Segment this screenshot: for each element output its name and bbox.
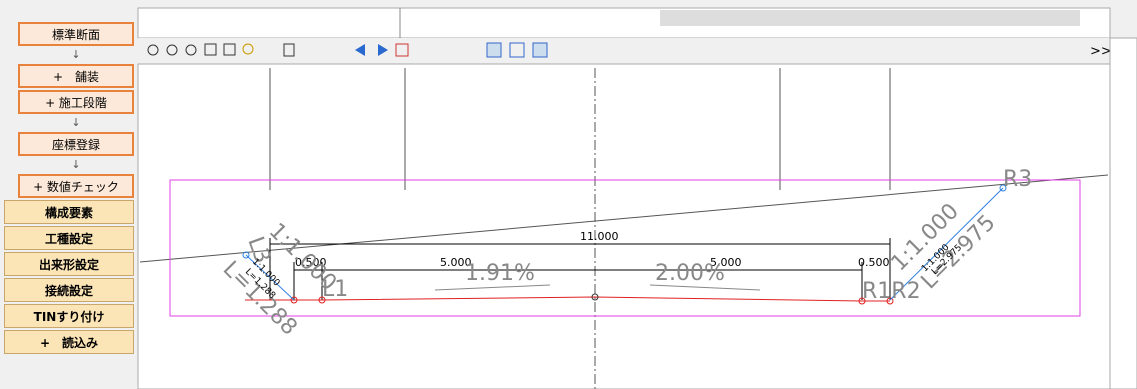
sidebar-button[interactable]: 工種設定	[4, 226, 134, 250]
point-label: R1R2	[862, 279, 921, 304]
dimension-lines	[269, 238, 891, 300]
toolbar-more[interactable]: >>	[1090, 44, 1112, 59]
sidebar-button[interactable]: TINすり付け	[4, 304, 134, 328]
flow-arrow: ↓	[71, 48, 81, 61]
dim-label: 5.000	[440, 256, 472, 269]
section-points	[290, 293, 894, 305]
dim-label: 11.000	[580, 230, 619, 243]
point-label: R3	[1003, 167, 1032, 192]
slope-label: 1.91%	[465, 261, 535, 286]
dim-label: 0.500	[858, 256, 890, 269]
cross-section	[245, 296, 890, 302]
grid-cells	[660, 10, 1080, 26]
sidebar: 標準断面 ↓ + 舗装 + 施工段階 ↓ 座標登録 ↓ + 数値チェック 構成要素 工種設定 出来形…	[0, 20, 138, 356]
canvas	[137, 63, 1111, 389]
right-panel	[1109, 37, 1137, 389]
slope-lines	[242, 184, 1007, 301]
sidebar-button[interactable]: + 読込み	[4, 330, 134, 354]
sidebar-button[interactable]: + 舗装	[18, 64, 134, 88]
toolbar	[138, 38, 1110, 64]
toolbar-icons	[147, 42, 548, 58]
sidebar-button[interactable]: + 数値チェック	[18, 174, 134, 198]
flow-arrow: ↓	[71, 116, 81, 129]
extent-box	[169, 179, 1081, 317]
sidebar-button[interactable]: 座標登録	[18, 132, 134, 156]
flow-arrow: ↓	[71, 158, 81, 171]
slope-label: 2.00%	[655, 261, 725, 286]
sidebar-button[interactable]: 標準断面	[18, 22, 134, 46]
sidebar-button[interactable]: + 施工段階	[18, 90, 134, 114]
construction-lines	[139, 68, 1109, 389]
sidebar-button[interactable]: 構成要素	[4, 200, 134, 224]
dim-label: 0.500	[295, 256, 327, 269]
sidebar-button[interactable]: 接続設定	[4, 278, 134, 302]
dim-label: 5.000	[710, 256, 742, 269]
sidebar-button[interactable]: 出来形設定	[4, 252, 134, 276]
point-label: L1	[322, 277, 348, 302]
